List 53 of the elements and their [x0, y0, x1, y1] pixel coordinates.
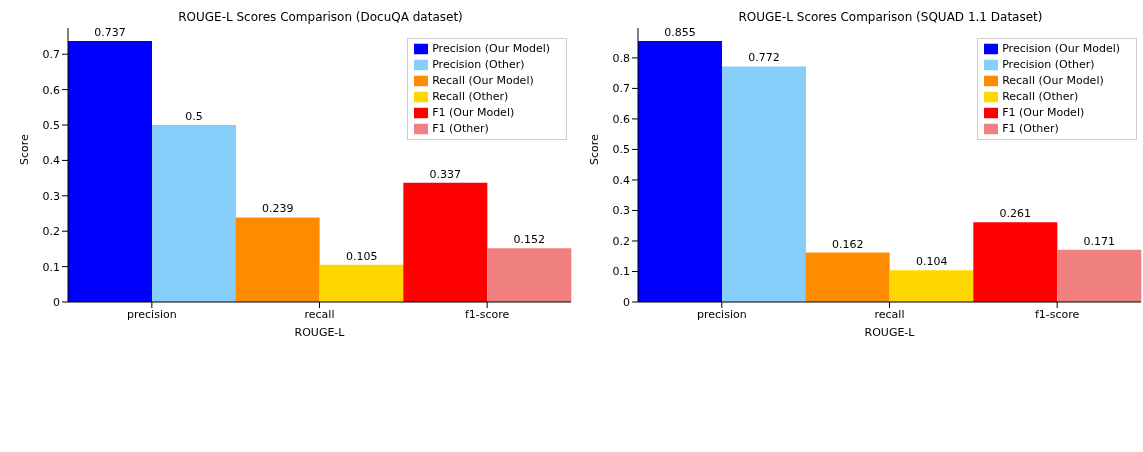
- x-axis-title: ROUGE-L: [864, 326, 916, 339]
- x-tick-label: precision: [127, 307, 177, 321]
- legend-label: Precision (Other): [1002, 58, 1095, 71]
- y-tick-label: 0: [623, 295, 630, 309]
- data-label: 0.239: [261, 202, 294, 216]
- y-tick-label: 0.4: [612, 173, 630, 187]
- x-tick-label: f1-score: [1034, 307, 1080, 321]
- y-tick-label: 0.4: [42, 154, 60, 168]
- legend-label: F1 (Our Model): [1002, 106, 1085, 119]
- x-axis-title: ROUGE-L: [294, 326, 346, 339]
- legend-label: Precision (Our Model): [432, 42, 550, 55]
- y-tick-label: 0.5: [612, 143, 630, 157]
- data-label: 0.337: [429, 167, 462, 181]
- data-label: 0.152: [513, 233, 546, 247]
- legend-label: F1 (Other): [1002, 122, 1059, 135]
- y-tick-label: 0.7: [42, 48, 60, 62]
- y-tick-label: 0.1: [612, 265, 630, 279]
- legend-label: Precision (Other): [432, 58, 525, 71]
- y-tick-label: 0.6: [42, 83, 60, 97]
- data-label: 0.105: [345, 249, 378, 263]
- legend-label: Precision (Our Model): [1002, 42, 1120, 55]
- y-tick-label: 0.5: [42, 118, 60, 132]
- data-label: 0.5: [185, 110, 203, 123]
- legend-label: F1 (Our Model): [432, 106, 515, 119]
- data-label: 0.855: [664, 26, 696, 40]
- y-tick-label: 0.2: [42, 225, 60, 239]
- y-tick-label: 0.3: [612, 204, 630, 218]
- data-label: 0.772: [748, 51, 780, 65]
- x-tick-label: recall: [304, 307, 335, 321]
- legend-label: Recall (Other): [432, 90, 509, 103]
- x-tick-label: recall: [874, 307, 905, 321]
- y-tick-label: 0.8: [612, 51, 630, 65]
- y-tick-label: 0.2: [612, 234, 630, 248]
- y-tick-label: 0.7: [612, 82, 630, 96]
- y-axis-title: Score: [17, 133, 31, 165]
- data-label: 0.737: [94, 26, 126, 40]
- data-label: 0.261: [999, 207, 1032, 221]
- y-tick-label: 0.1: [42, 260, 60, 274]
- y-axis-title: Score: [587, 133, 601, 165]
- data-label: 0.171: [1083, 234, 1116, 248]
- legend-label: F1 (Other): [432, 122, 489, 135]
- y-tick-label: 0.3: [42, 189, 60, 203]
- x-tick-label: f1-score: [464, 307, 510, 321]
- data-label: 0.162: [831, 237, 864, 251]
- legend-label: Recall (Our Model): [1002, 74, 1104, 87]
- legend-label: Recall (Other): [1002, 90, 1079, 103]
- chart-title: ROUGE-L Scores Comparison (DocuQA dataset): [177, 10, 464, 24]
- legend-label: Recall (Our Model): [432, 74, 534, 87]
- y-tick-label: 0: [53, 295, 60, 309]
- y-tick-label: 0.6: [612, 112, 630, 126]
- x-tick-label: precision: [697, 307, 747, 321]
- chart-title: ROUGE-L Scores Comparison (SQUAD 1.1 Dataset): [737, 10, 1044, 24]
- data-label: 0.104: [915, 255, 948, 269]
